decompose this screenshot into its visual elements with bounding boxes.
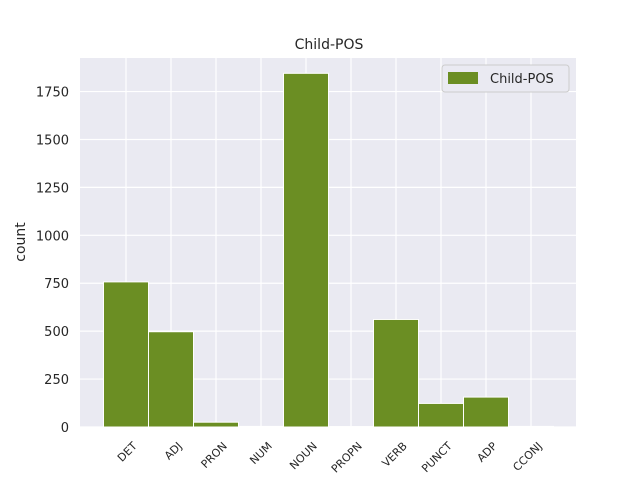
bar-punct[interactable] bbox=[418, 402, 464, 428]
x-tick-label: ADP bbox=[475, 439, 500, 464]
bar-adp[interactable] bbox=[463, 396, 509, 428]
x-tick-label: PRON bbox=[199, 440, 230, 471]
x-tick-label: CCONJ bbox=[510, 440, 544, 474]
y-axis-label: count bbox=[13, 222, 29, 262]
bar-pron[interactable] bbox=[193, 421, 239, 428]
x-tick-label: NOUN bbox=[287, 440, 320, 473]
y-tick-label: 1500 bbox=[36, 133, 69, 148]
y-tick-label: 1250 bbox=[36, 181, 69, 196]
y-tick-label: 750 bbox=[44, 277, 69, 292]
bar-verb[interactable] bbox=[373, 318, 419, 428]
y-tick-label: 1000 bbox=[36, 229, 69, 244]
y-tick-label: 250 bbox=[44, 373, 69, 388]
x-tick-label: PUNCT bbox=[419, 439, 455, 475]
x-tick-label: PROPN bbox=[329, 440, 365, 476]
y-tick-label: 1750 bbox=[36, 86, 69, 101]
legend-box bbox=[441, 64, 570, 93]
x-tick-label: NUM bbox=[247, 440, 274, 467]
chart-title: Child-POS bbox=[295, 37, 364, 53]
legend[interactable]: Child-POS bbox=[441, 64, 570, 93]
x-tick-label: VERB bbox=[380, 440, 410, 470]
bar-cconj[interactable] bbox=[508, 425, 554, 428]
bars bbox=[103, 72, 554, 428]
y-tick-label: 500 bbox=[44, 325, 69, 340]
y-tick-labels: 0 250 500 750 1000 1250 1500 1750 bbox=[36, 86, 69, 436]
bar-num[interactable] bbox=[238, 425, 284, 428]
x-tick-labels: DET ADJ PRON NUM NOUN PROPN VERB PUNCT ADP CCONJ bbox=[115, 439, 545, 475]
legend-swatch bbox=[448, 72, 478, 84]
y-tick-label: 0 bbox=[61, 421, 69, 436]
x-tick-label: DET bbox=[115, 439, 140, 464]
x-tick-label: ADJ bbox=[162, 440, 185, 463]
bar-det[interactable] bbox=[103, 281, 149, 428]
legend-label: Child-POS bbox=[490, 72, 554, 87]
bar-noun[interactable] bbox=[283, 72, 329, 428]
bar-adj[interactable] bbox=[148, 331, 194, 428]
